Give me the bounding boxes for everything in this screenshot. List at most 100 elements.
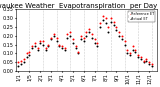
Point [44,48,47,49]
Point [107,32,110,33]
Point [66,37,69,38]
Point [145,60,148,61]
Point [91,33,93,35]
Point [31,48,33,49]
Point [93,39,96,40]
Point [47,44,50,45]
Point [126,53,129,54]
Point [42,40,44,42]
Point [82,37,85,38]
Point [140,58,142,59]
Point [115,30,118,31]
Point [88,28,91,29]
Point [20,63,22,65]
Point [85,32,88,33]
Point [31,46,33,47]
Point [99,26,101,28]
Point [63,49,66,51]
Point [102,16,104,17]
Point [112,24,115,26]
Point [132,46,134,47]
Point [110,17,112,19]
Legend: Reference ET, Actual ET: Reference ET, Actual ET [128,11,156,22]
Point [28,55,31,56]
Point [80,35,82,36]
Point [58,44,60,45]
Point [102,19,104,21]
Point [72,39,74,40]
Point [33,42,36,44]
Point [110,21,112,22]
Point [137,56,140,58]
Point [82,40,85,42]
Point [112,21,115,22]
Point [72,42,74,44]
Point [44,49,47,51]
Point [36,48,39,49]
Point [121,35,123,36]
Point [123,44,126,45]
Point [137,55,140,56]
Point [85,35,88,36]
Point [104,23,107,24]
Point [80,39,82,40]
Point [33,46,36,47]
Point [69,35,71,36]
Title: Milwaukee Weather  Evapotranspiration  per Day (Inches): Milwaukee Weather Evapotranspiration per… [0,3,160,9]
Point [77,51,80,52]
Point [142,62,145,63]
Point [36,49,39,51]
Point [129,55,131,56]
Point [39,42,41,44]
Point [126,49,129,51]
Point [121,39,123,40]
Point [50,39,52,40]
Point [52,33,55,35]
Point [23,62,25,63]
Point [91,37,93,38]
Point [96,46,99,47]
Point [39,40,41,42]
Point [66,33,69,35]
Point [25,53,28,54]
Point [74,46,77,47]
Point [88,32,91,33]
Point [145,58,148,59]
Point [132,49,134,51]
Point [96,42,99,44]
Point [63,48,66,49]
Point [118,35,120,36]
Point [123,40,126,42]
Point [74,48,77,49]
Point [58,46,60,47]
Point [134,51,137,52]
Point [99,23,101,24]
Point [77,53,80,54]
Point [148,62,150,63]
Point [61,48,63,49]
Point [104,17,107,19]
Point [61,46,63,47]
Point [118,32,120,33]
Point [55,40,58,42]
Point [17,62,20,63]
Point [115,26,118,28]
Point [28,51,31,52]
Point [151,65,153,67]
Point [107,26,110,28]
Point [25,56,28,58]
Point [134,49,137,51]
Point [47,46,50,47]
Point [52,35,55,36]
Point [93,42,96,44]
Point [55,37,58,38]
Point [50,37,52,38]
Point [42,44,44,45]
Point [129,53,131,54]
Point [23,58,25,59]
Point [69,32,71,33]
Point [17,65,20,67]
Point [140,56,142,58]
Point [142,60,145,61]
Point [20,60,22,61]
